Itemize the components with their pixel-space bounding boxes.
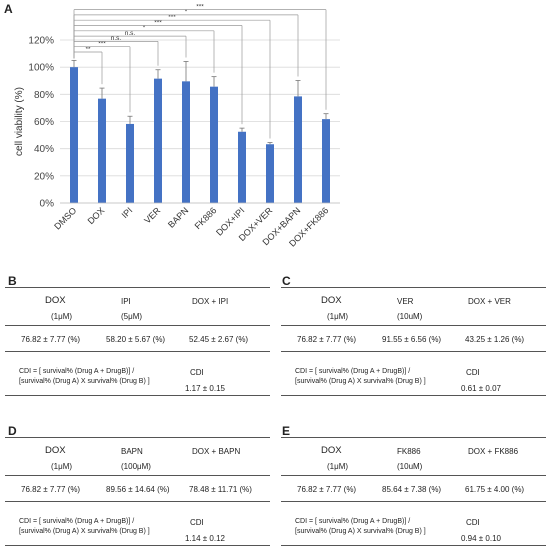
combo-name: DOX + VER	[468, 297, 511, 306]
y-tick-label: 40%	[34, 144, 54, 155]
x-tick-label: FK886	[193, 205, 219, 231]
y-axis-label: cell viability (%)	[14, 87, 25, 156]
bar-ipi	[126, 123, 134, 203]
drug-b-conc: (10uM)	[397, 312, 423, 321]
combo-name: DOX + IPI	[192, 297, 229, 306]
cdi-formula-line1: CDI = [ survival% (Drug A + DrugB)] /	[295, 368, 411, 375]
bar-dox+ipi	[238, 131, 246, 203]
significance-label: *	[185, 9, 188, 16]
x-tick-label: VER	[142, 205, 163, 226]
significance-label: ***	[168, 14, 176, 21]
bar-bapn	[182, 81, 190, 203]
x-tick-label: DOX	[86, 205, 107, 226]
bar-fk886	[210, 86, 218, 203]
bar-dox+ver	[266, 144, 274, 203]
cdi-table-b: DOX (1μM) IPI (5μM) DOX + IPI 76.82 ± 7.…	[5, 287, 270, 397]
cdi-value: 1.14 ± 0.12	[185, 534, 225, 543]
combo-viability: 43.25 ± 1.26 (%)	[465, 335, 525, 344]
cdi-table-d: DOX (1μM) BAPN (100μM) DOX + BAPN 76.82 …	[5, 437, 270, 547]
y-tick-label: 100%	[28, 63, 54, 74]
significance-label: ***	[196, 3, 204, 10]
drug-a-viability: 76.82 ± 7.77 (%)	[21, 335, 81, 344]
bar-dox+bapn	[294, 96, 302, 203]
combo-name: DOX + FK886	[468, 447, 519, 456]
cdi-formula-line2: [survival% (Drug A) X survival% (Drug B)…	[295, 378, 426, 385]
drug-b-name: VER	[397, 297, 414, 306]
significance-label: ***	[154, 19, 162, 26]
bar-dox	[98, 98, 106, 203]
y-tick-label: 60%	[34, 117, 54, 128]
cdi-formula-line2: [survival% (Drug A) X survival% (Drug B)…	[295, 528, 426, 535]
significance-label: n.s.	[125, 30, 136, 37]
cdi-value: 1.17 ± 0.15	[185, 384, 225, 393]
drug-a-name: DOX	[45, 445, 66, 456]
cdi-value: 0.94 ± 0.10	[461, 534, 501, 543]
cdi-label: CDI	[190, 368, 204, 377]
combo-name: DOX + BAPN	[192, 447, 241, 456]
panel-label-a: A	[4, 2, 13, 16]
drug-a-conc: (1μM)	[51, 462, 73, 471]
drug-b-conc: (100μM)	[121, 462, 151, 471]
drug-b-name: IPI	[121, 297, 131, 306]
cdi-label: CDI	[190, 518, 204, 527]
cdi-table-c: DOX (1μM) VER (10uM) DOX + VER 76.82 ± 7…	[281, 287, 546, 397]
combo-viability: 61.75 ± 4.00 (%)	[465, 485, 525, 494]
x-tick-label: DMSO	[52, 205, 78, 231]
cdi-formula-line1: CDI = [ survival% (Drug A + DrugB)] /	[19, 518, 135, 525]
panel-label-d: D	[8, 424, 17, 438]
bar-dox+fk886	[322, 119, 330, 203]
drug-b-viability: 89.56 ± 14.64 (%)	[106, 485, 170, 494]
x-tick-label: IPI	[120, 205, 135, 220]
cdi-table-e: DOX (1μM) FK886 (10uM) DOX + FK886 76.82…	[281, 437, 546, 547]
x-tick-label: BAPN	[166, 205, 190, 229]
drug-a-viability: 76.82 ± 7.77 (%)	[21, 485, 81, 494]
significance-label: *	[143, 25, 146, 32]
drug-b-conc: (5μM)	[121, 312, 143, 321]
drug-a-viability: 76.82 ± 7.77 (%)	[297, 485, 357, 494]
drug-b-name: FK886	[397, 447, 421, 456]
drug-b-conc: (10uM)	[397, 462, 423, 471]
drug-a-conc: (1μM)	[51, 312, 73, 321]
drug-b-viability: 91.55 ± 6.56 (%)	[382, 335, 442, 344]
drug-b-viability: 85.64 ± 7.38 (%)	[382, 485, 442, 494]
significance-label: **	[85, 46, 91, 53]
combo-viability: 52.45 ± 2.67 (%)	[189, 335, 249, 344]
cdi-label: CDI	[466, 368, 480, 377]
drug-a-conc: (1μM)	[327, 462, 349, 471]
cdi-value: 0.61 ± 0.07	[461, 384, 501, 393]
y-tick-label: 120%	[28, 36, 54, 47]
y-tick-label: 80%	[34, 90, 54, 101]
cdi-formula-line1: CDI = [ survival% (Drug A + DrugB)] /	[295, 518, 411, 525]
drug-a-name: DOX	[321, 295, 342, 306]
y-tick-label: 0%	[40, 199, 55, 210]
combo-viability: 78.48 ± 11.71 (%)	[189, 485, 252, 494]
drug-b-viability: 58.20 ± 5.67 (%)	[106, 335, 166, 344]
drug-a-name: DOX	[321, 445, 342, 456]
significance-label: n.s.	[111, 35, 122, 42]
cdi-formula-line2: [survival% (Drug A) X survival% (Drug B)…	[19, 528, 150, 535]
panel-label-b: B	[8, 274, 17, 288]
y-tick-label: 20%	[34, 171, 54, 182]
cdi-label: CDI	[466, 518, 480, 527]
drug-a-conc: (1μM)	[327, 312, 349, 321]
cdi-formula-line1: CDI = [ survival% (Drug A + DrugB)] /	[19, 368, 135, 375]
panel-label-e: E	[282, 424, 291, 438]
bar-dmso	[70, 67, 78, 204]
drug-b-name: BAPN	[121, 447, 143, 456]
drug-a-viability: 76.82 ± 7.77 (%)	[297, 335, 357, 344]
bar-ver	[154, 78, 162, 203]
bar-chart: 0% 20% 40% 60% 80% 100% 120% cell viability (%)…	[14, 3, 340, 249]
significance-label: ***	[98, 41, 106, 48]
panel-label-c: C	[282, 274, 291, 288]
cdi-formula-line2: [survival% (Drug A) X survival% (Drug B)…	[19, 378, 150, 385]
drug-a-name: DOX	[45, 295, 66, 306]
